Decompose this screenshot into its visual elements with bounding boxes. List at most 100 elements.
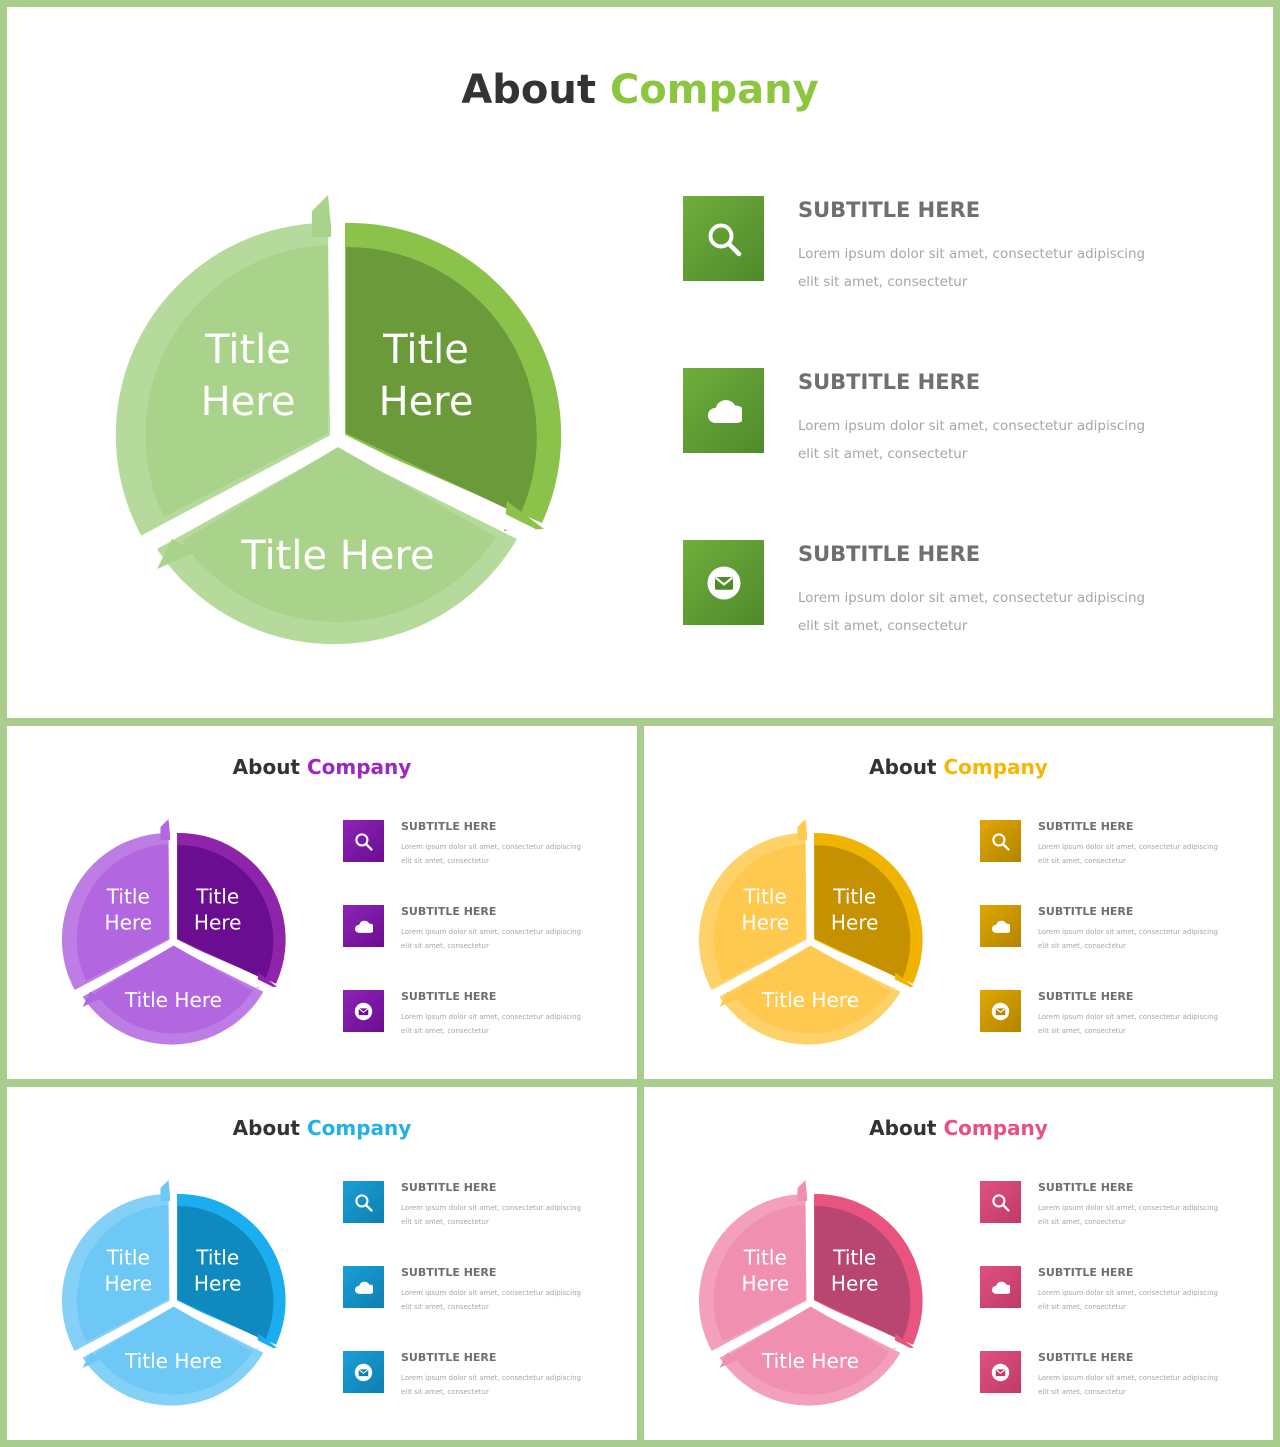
item-subtitle: SUBTITLE HERE	[401, 990, 497, 1003]
title-prefix: About	[869, 755, 937, 779]
segment-right-label-line2: Here	[194, 1271, 242, 1295]
arrow-head-top	[797, 1179, 808, 1202]
item-description: Lorem ipsum dolor sit amet, consectetur …	[798, 584, 1158, 640]
item-description: Lorem ipsum dolor sit amet, consectetur …	[1038, 1371, 1223, 1399]
item-subtitle: SUBTITLE HERE	[798, 370, 981, 394]
item-description: Lorem ipsum dolor sit amet, consectetur …	[401, 1010, 586, 1038]
item-description-line1: Lorem ipsum dolor sit amet, consectetur …	[798, 246, 1146, 262]
title-prefix: About	[869, 1116, 937, 1140]
search-icon-box	[980, 1181, 1021, 1223]
item-description: Lorem ipsum dolor sit amet, consectetur …	[1038, 1201, 1223, 1229]
item-description-line1: Lorem ipsum dolor sit amet, consectetur …	[798, 590, 1146, 606]
arrow-head-left	[82, 1352, 103, 1368]
item-description: Lorem ipsum dolor sit amet, consectetur …	[798, 240, 1158, 296]
item-description-line2: elit sit amet, consectetur	[401, 1388, 489, 1396]
arrow-head-top	[160, 818, 171, 841]
slide-pink: About Company Title Here Title Here Title He…	[644, 1087, 1273, 1440]
title-prefix: About	[232, 755, 300, 779]
cloud-icon	[991, 1281, 1010, 1294]
segment-bottom-label: Title Here	[761, 988, 859, 1012]
separator-right	[808, 1299, 910, 1354]
item-description: Lorem ipsum dolor sit amet, consectetur …	[798, 412, 1158, 468]
cloud-icon	[354, 1281, 373, 1294]
segment-bottom	[732, 1306, 890, 1395]
item-description-line1: Lorem ipsum dolor sit amet, consectetur …	[401, 1374, 581, 1382]
segment-right-label-line2: Here	[831, 910, 879, 934]
mail-icon	[991, 1363, 1010, 1381]
segment-bottom	[95, 945, 253, 1034]
segment-right-label-line1: Title	[195, 1245, 239, 1269]
item-description-line2: elit sit amet, consectetur	[1038, 1303, 1126, 1311]
segment-right-label-line1: Title	[195, 884, 239, 908]
segment-bottom	[182, 447, 496, 623]
slide-title: About Company	[7, 755, 637, 779]
mail-icon	[354, 1363, 373, 1381]
item-subtitle: SUBTITLE HERE	[1038, 1266, 1134, 1279]
item-description-line2: elit sit amet, consectetur	[798, 446, 968, 462]
item-subtitle: SUBTITLE HERE	[798, 198, 981, 222]
segment-left	[713, 844, 806, 981]
cloud-icon-box	[980, 1266, 1021, 1308]
cloud-icon	[354, 920, 373, 933]
item-description: Lorem ipsum dolor sit amet, consectetur …	[1038, 840, 1223, 868]
separator-right	[334, 432, 536, 542]
item-description-line1: Lorem ipsum dolor sit amet, consectetur …	[1038, 843, 1218, 851]
slide-title: About Company	[7, 67, 1273, 113]
item-description-line2: elit sit amet, consectetur	[1038, 1388, 1126, 1396]
item-description-line2: elit sit amet, consectetur	[401, 942, 489, 950]
cloud-icon-box	[683, 368, 764, 453]
item-description-line1: Lorem ipsum dolor sit amet, consectetur …	[401, 1289, 581, 1297]
item-description-line2: elit sit amet, consectetur	[1038, 1027, 1126, 1035]
mail-icon-box	[980, 1351, 1021, 1393]
title-accent: Company	[609, 67, 819, 113]
segment-bottom-label: Title Here	[124, 988, 222, 1012]
cloud-icon	[991, 920, 1010, 933]
cloud-icon-box	[980, 905, 1021, 947]
segment-right	[346, 246, 537, 515]
title-accent: Company	[943, 1116, 1048, 1140]
item-description-line2: elit sit amet, consectetur	[1038, 857, 1126, 865]
mail-icon-box	[343, 1351, 384, 1393]
segment-bottom-label: Title Here	[240, 533, 434, 579]
arrow-head-top	[312, 195, 332, 237]
slide-main: About Company Title Here Title Here Title He…	[7, 7, 1273, 718]
item-description-line1: Lorem ipsum dolor sit amet, consectetur …	[1038, 1204, 1218, 1212]
slide-title: About Company	[644, 1116, 1273, 1140]
item-subtitle: SUBTITLE HERE	[1038, 820, 1134, 833]
mail-icon	[991, 1002, 1010, 1020]
item-description-line2: elit sit amet, consectetur	[798, 274, 968, 290]
separator-right	[808, 938, 910, 993]
item-subtitle: SUBTITLE HERE	[1038, 1181, 1134, 1194]
title-accent: Company	[306, 755, 412, 779]
item-description-line1: Lorem ipsum dolor sit amet, consectetur …	[401, 928, 581, 936]
segment-bottom-label: Title Here	[124, 1349, 222, 1373]
segment-left-label-line2: Here	[742, 1271, 790, 1295]
item-description: Lorem ipsum dolor sit amet, consectetur …	[401, 925, 586, 953]
segment-left	[145, 245, 328, 517]
slide-title: About Company	[7, 1116, 637, 1140]
search-icon	[992, 832, 1010, 851]
segment-bottom	[95, 1306, 253, 1395]
slide-yellow: About Company Title Here Title Here Title He…	[644, 726, 1273, 1079]
slide-title: About Company	[644, 755, 1273, 779]
search-icon-box	[343, 1181, 384, 1223]
separator-left	[138, 432, 342, 550]
item-description-line2: elit sit amet, consectetur	[1038, 942, 1126, 950]
mail-icon	[354, 1002, 373, 1020]
item-subtitle: SUBTITLE HERE	[401, 1181, 497, 1194]
segment-right-label-line1: Title	[832, 884, 876, 908]
slide-blue: About Company Title Here Title Here Title He…	[7, 1087, 637, 1440]
segment-left-label-line2: Here	[105, 1271, 153, 1295]
title-prefix: About	[232, 1116, 300, 1140]
mail-icon-box	[343, 990, 384, 1032]
search-icon	[992, 1193, 1010, 1212]
item-subtitle: SUBTITLE HERE	[401, 820, 497, 833]
segment-right	[177, 845, 274, 980]
arrow-head-left	[719, 1352, 740, 1368]
segment-left-label-line1: Title	[743, 884, 787, 908]
segment-left	[76, 1205, 169, 1342]
